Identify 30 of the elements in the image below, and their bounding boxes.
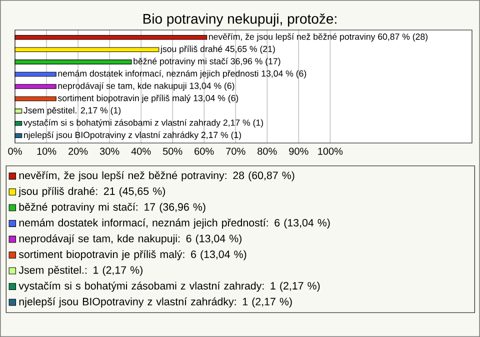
- y-tick-label: nevěřím, že jsou lepší než běžné potraviny 60,87 % (28): [209, 33, 428, 42]
- x-tick-label: 30%: [100, 148, 120, 155]
- x-tick-label: 20%: [68, 148, 88, 155]
- legend-label: njelepší jsou BIOpotraviny z vlastní zahrádky: 1 (2,17 %): [19, 297, 292, 308]
- x-tick-label: 100%: [318, 148, 343, 155]
- x-tick-label: 10%: [37, 148, 56, 155]
- y-tick-label: vystačím si s bohatými zásobami z vlastní zahrady 2,17 % (1): [23, 119, 263, 128]
- y-tick-label: nemám dostatek informací, neznám jejich přednosti 13,04 % (6): [58, 70, 306, 78]
- x-tick-label: 50%: [162, 148, 182, 155]
- x-tick-label: 90%: [289, 148, 308, 155]
- x-tick-label: 60%: [194, 148, 214, 155]
- y-tick-label: njelepší jsou BIOpotraviny z vlastní zahrádky 2,17 % (1): [24, 131, 242, 140]
- y-tick-label: Jsem pěstitel. 2,17 % (1): [24, 106, 121, 116]
- legend-label: nemám dostatek informací, neznám jejich předností: 6 (13,04 %): [19, 218, 330, 229]
- x-tick-label: 80%: [258, 148, 277, 155]
- y-tick-label: neprodávají se tam, kde nakupuji 13,04 % (6): [58, 82, 234, 91]
- chart-title: Bio potraviny nekupuji, protože:: [143, 13, 336, 27]
- legend-label: Jsem pěstitel.: 1 (2,17 %): [18, 266, 142, 276]
- x-tick-label: 70%: [226, 148, 246, 155]
- legend-label: neprodávají se tam, kde nakupuji: 6 (13,04 %): [19, 234, 242, 244]
- legend-label: běžné potraviny mi stačí: 17 (36,96 %): [19, 202, 206, 213]
- y-tick-label: sortiment biopotravin je příliš malý 13,04 % (6): [58, 94, 238, 103]
- legend-label: nevěřím, že jsou lepší než běžné potraviny: 28 (60,87 %): [19, 171, 294, 182]
- legend-label: vystačím si s bohatými zásobami z vlastní zahrady: 1 (2,17 %): [18, 282, 320, 292]
- legend-label: sortiment biopotravin je příliš malý: 6 (13,04 %): [18, 250, 246, 260]
- legend-label: jsou příliš drahé: 21 (45,65 %): [18, 186, 165, 198]
- y-tick-label: běžné potraviny mi stačí 36,96 % (17): [134, 58, 280, 66]
- x-tick-label: 40%: [131, 148, 151, 155]
- x-tick-label: 0%: [8, 148, 22, 155]
- y-tick-label: jsou příliš drahé 45,65 % (21): [160, 46, 275, 54]
